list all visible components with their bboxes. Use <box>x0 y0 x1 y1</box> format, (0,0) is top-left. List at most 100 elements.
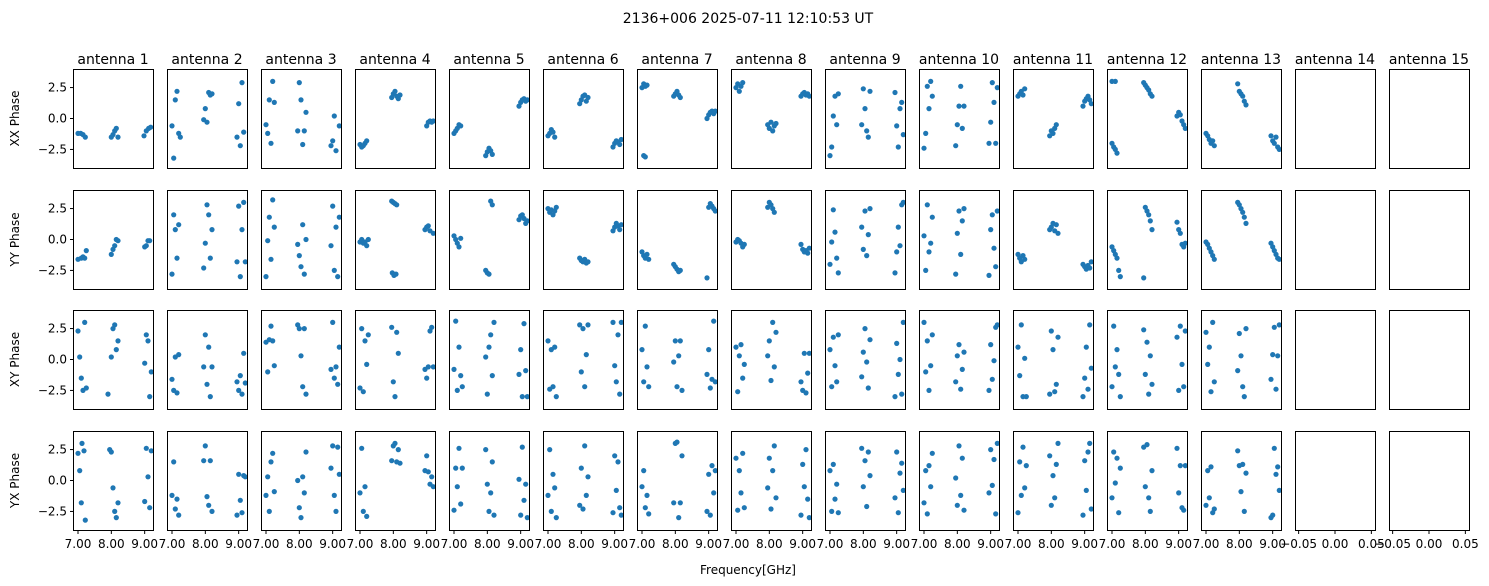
data-point <box>921 145 927 151</box>
data-point <box>1205 361 1211 367</box>
x-tick-label: 8.00 <box>474 537 501 551</box>
data-point <box>169 376 175 382</box>
data-point <box>677 267 683 273</box>
data-point <box>1023 463 1029 469</box>
data-point <box>834 379 840 385</box>
data-point <box>488 332 494 338</box>
data-point <box>335 381 341 387</box>
data-point <box>773 495 779 501</box>
data-point <box>1082 375 1088 381</box>
data-point <box>553 394 559 400</box>
data-point <box>899 460 905 466</box>
data-point <box>1088 365 1094 371</box>
data-point <box>735 389 741 395</box>
data-point <box>83 385 89 391</box>
data-point <box>1022 86 1028 92</box>
data-point <box>237 274 243 280</box>
data-point <box>865 385 871 391</box>
data-point <box>83 248 89 254</box>
data-point <box>523 481 529 487</box>
data-point <box>704 275 710 281</box>
data-point <box>263 274 269 280</box>
data-point <box>115 134 121 140</box>
data-point <box>1149 93 1155 99</box>
antenna-title: antenna 4 <box>359 52 430 68</box>
data-point <box>765 353 771 359</box>
axes-frame <box>1389 310 1470 410</box>
data-point <box>860 349 866 355</box>
axes-frame <box>825 69 906 169</box>
x-tick-label: 8.00 <box>568 537 595 551</box>
subplot-yy-2 <box>167 190 248 290</box>
data-point <box>77 468 83 474</box>
data-point <box>331 375 337 381</box>
axes-frame <box>731 69 812 169</box>
antenna-title: antenna 7 <box>641 52 712 68</box>
data-point <box>518 512 524 518</box>
data-point <box>491 319 497 325</box>
data-point <box>1142 371 1148 377</box>
data-point <box>454 387 460 393</box>
data-point <box>458 501 464 507</box>
data-point <box>1080 103 1086 109</box>
data-point <box>553 515 559 521</box>
data-point <box>806 515 812 521</box>
x-tick-label: 9.00 <box>1259 537 1286 551</box>
data-point <box>392 88 398 94</box>
subplot-xy-6 <box>543 310 624 410</box>
data-point <box>1208 389 1214 395</box>
subplot-yy-10 <box>919 190 1000 290</box>
data-point <box>1088 259 1094 265</box>
data-point <box>78 500 84 506</box>
data-point <box>768 119 774 125</box>
axes-frame <box>919 431 1000 531</box>
data-point <box>424 375 430 381</box>
data-point <box>300 384 306 390</box>
data-point <box>892 495 898 501</box>
data-point <box>733 344 739 350</box>
data-point <box>458 123 464 129</box>
data-point <box>425 469 431 475</box>
data-point <box>301 326 307 332</box>
data-point <box>770 319 776 325</box>
axes-frame <box>167 190 248 290</box>
data-point <box>115 338 121 344</box>
data-point <box>986 387 992 393</box>
data-point <box>1117 394 1123 400</box>
data-point <box>1273 134 1279 140</box>
data-point <box>860 86 866 92</box>
data-point <box>1087 322 1093 328</box>
data-point <box>148 448 154 454</box>
data-point <box>956 342 962 348</box>
axes-frame <box>543 190 624 290</box>
data-point <box>923 267 929 273</box>
data-point <box>174 496 180 502</box>
axes-frame <box>1107 190 1188 290</box>
data-point <box>859 224 865 230</box>
data-point <box>424 453 430 459</box>
data-point <box>365 332 371 338</box>
data-point <box>298 515 304 521</box>
data-point <box>1020 92 1026 98</box>
data-point <box>798 512 804 518</box>
axes-frame <box>543 310 624 410</box>
data-point <box>929 214 935 220</box>
data-point <box>142 360 148 366</box>
data-point <box>1276 256 1282 262</box>
data-point <box>268 140 274 146</box>
data-point <box>328 465 334 471</box>
antenna-title: antenna 5 <box>453 52 524 68</box>
data-point <box>954 122 960 128</box>
data-point <box>618 319 624 325</box>
data-point <box>862 326 868 332</box>
x-tick-label: 9.00 <box>319 537 346 551</box>
data-point <box>994 208 1000 214</box>
data-point <box>585 259 591 265</box>
data-point <box>1048 328 1054 334</box>
data-point <box>860 484 866 490</box>
data-point <box>1112 364 1118 370</box>
data-point <box>988 227 994 233</box>
data-point <box>300 141 306 148</box>
data-point <box>365 236 371 243</box>
data-point <box>242 474 248 480</box>
